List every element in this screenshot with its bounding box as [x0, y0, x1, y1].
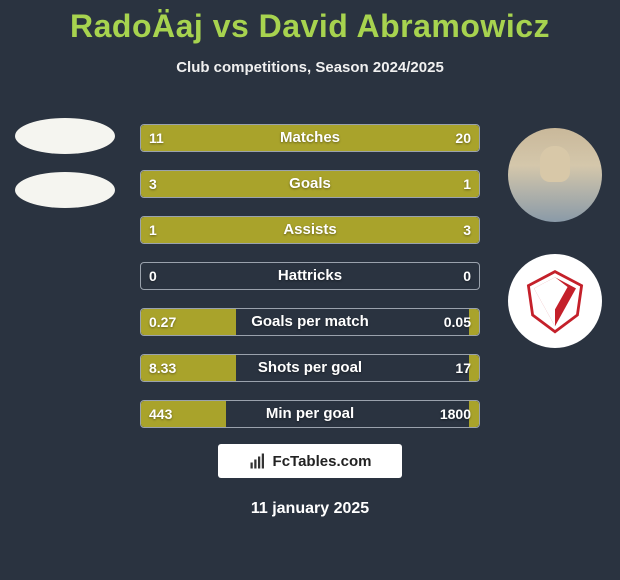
- stat-row: 13Assists: [140, 216, 480, 244]
- stat-row: 4431800Min per goal: [140, 400, 480, 428]
- stat-value-left: 3: [149, 171, 157, 197]
- stat-row: 31Goals: [140, 170, 480, 198]
- stat-value-left: 11: [149, 125, 164, 151]
- stat-value-right: 3: [463, 217, 471, 243]
- stat-fill-left: [141, 171, 395, 197]
- stat-value-left: 0.27: [149, 309, 176, 335]
- stat-value-right: 20: [455, 125, 471, 151]
- stat-value-right: 0: [463, 263, 471, 289]
- stat-value-right: 1: [463, 171, 471, 197]
- stat-value-left: 1: [149, 217, 157, 243]
- left-club-logo-placeholder: [15, 172, 115, 208]
- snapshot-date: 11 january 2025: [0, 500, 620, 518]
- comparison-bars: 1120Matches31Goals13Assists00Hattricks0.…: [140, 124, 480, 446]
- right-club-logo: [508, 254, 602, 348]
- site-name: FcTables.com: [273, 453, 372, 470]
- left-player-column: [10, 118, 120, 226]
- stat-row: 0 0Hattricks: [140, 262, 480, 290]
- stat-row: 1120Matches: [140, 124, 480, 152]
- stat-label: Hattricks: [141, 263, 479, 289]
- left-player-photo-placeholder: [15, 118, 115, 154]
- stat-value-right: 1800: [440, 401, 471, 427]
- right-player-photo: [508, 128, 602, 222]
- site-logo[interactable]: FcTables.com: [218, 444, 402, 478]
- stat-value-right: 17: [455, 355, 471, 381]
- page-title: RadoÄaj vs David Abramowicz: [0, 0, 620, 45]
- page-subtitle: Club competitions, Season 2024/2025: [0, 59, 620, 76]
- stat-row: 0.270.05Goals per match: [140, 308, 480, 336]
- stat-value-right: 0.05: [444, 309, 471, 335]
- stat-fill-right: [276, 125, 479, 151]
- stat-value-left: 443: [149, 401, 172, 427]
- club-shield-icon: [520, 266, 590, 336]
- chart-icon: [249, 452, 267, 470]
- stat-value-left: 0: [149, 263, 157, 289]
- stat-value-left: 8.33: [149, 355, 176, 381]
- stat-fill-right: [226, 217, 480, 243]
- right-player-column: [500, 128, 610, 380]
- stat-row: 8.3317Shots per goal: [140, 354, 480, 382]
